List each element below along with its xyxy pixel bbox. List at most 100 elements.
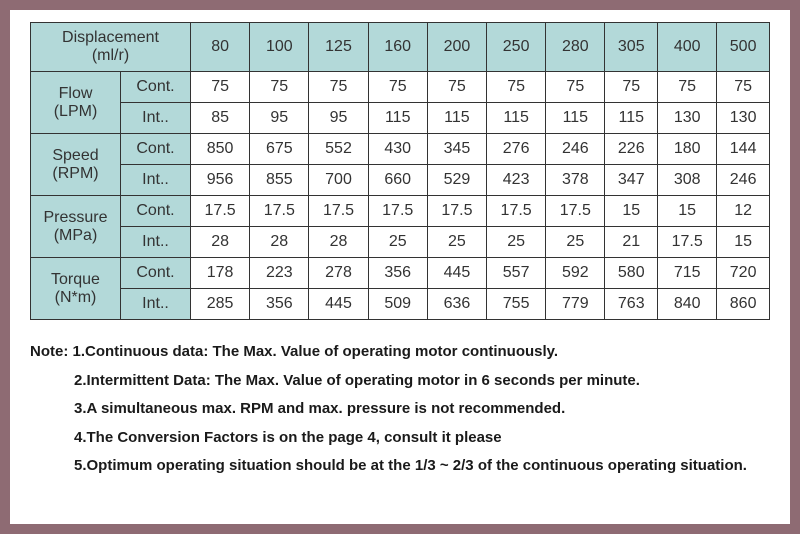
data-cell: 75 (658, 72, 717, 103)
displacement-col: 100 (250, 23, 309, 72)
data-cell: 130 (658, 103, 717, 134)
data-cell: 675 (250, 134, 309, 165)
data-cell: 25 (487, 227, 546, 258)
note-item: 4.The Conversion Factors is on the page … (74, 424, 770, 453)
data-cell: 715 (658, 258, 717, 289)
data-cell: 840 (658, 289, 717, 320)
mode-label: Int.. (121, 103, 191, 134)
data-cell: 21 (605, 227, 658, 258)
data-cell: 223 (250, 258, 309, 289)
data-cell: 25 (427, 227, 486, 258)
data-cell: 347 (605, 165, 658, 196)
data-cell: 278 (309, 258, 368, 289)
data-cell: 95 (250, 103, 309, 134)
data-cell: 15 (658, 196, 717, 227)
data-cell: 356 (250, 289, 309, 320)
data-cell: 700 (309, 165, 368, 196)
data-cell: 356 (368, 258, 427, 289)
notes-block: Note: 1.Continuous data: The Max. Value … (30, 338, 770, 481)
data-cell: 956 (191, 165, 250, 196)
data-cell: 755 (487, 289, 546, 320)
data-cell: 720 (717, 258, 770, 289)
data-cell: 115 (368, 103, 427, 134)
data-cell: 75 (605, 72, 658, 103)
data-cell: 25 (368, 227, 427, 258)
data-cell: 529 (427, 165, 486, 196)
data-cell: 178 (191, 258, 250, 289)
data-cell: 592 (546, 258, 605, 289)
displacement-col: 200 (427, 23, 486, 72)
data-cell: 860 (717, 289, 770, 320)
data-cell: 180 (658, 134, 717, 165)
param-label: Flow(LPM) (31, 72, 121, 134)
data-cell: 580 (605, 258, 658, 289)
data-cell: 12 (717, 196, 770, 227)
data-cell: 17.5 (191, 196, 250, 227)
data-cell: 660 (368, 165, 427, 196)
data-cell: 75 (546, 72, 605, 103)
mode-label: Int.. (121, 165, 191, 196)
data-cell: 25 (546, 227, 605, 258)
data-cell: 226 (605, 134, 658, 165)
data-cell: 557 (487, 258, 546, 289)
data-cell: 17.5 (250, 196, 309, 227)
mode-label: Int.. (121, 227, 191, 258)
data-cell: 509 (368, 289, 427, 320)
data-cell: 75 (309, 72, 368, 103)
document-frame: Displacement(ml/r)8010012516020025028030… (0, 0, 800, 534)
data-cell: 144 (717, 134, 770, 165)
displacement-col: 160 (368, 23, 427, 72)
displacement-col: 250 (487, 23, 546, 72)
data-cell: 17.5 (546, 196, 605, 227)
data-cell: 17.5 (368, 196, 427, 227)
notes-list: 2.Intermittent Data: The Max. Value of o… (30, 367, 770, 481)
mode-label: Cont. (121, 258, 191, 289)
data-cell: 115 (487, 103, 546, 134)
spec-table-body: Displacement(ml/r)8010012516020025028030… (31, 23, 770, 320)
displacement-col: 500 (717, 23, 770, 72)
data-cell: 17.5 (427, 196, 486, 227)
data-cell: 763 (605, 289, 658, 320)
data-cell: 445 (427, 258, 486, 289)
note-item: 5.Optimum operating situation should be … (74, 452, 770, 481)
data-cell: 445 (309, 289, 368, 320)
data-cell: 95 (309, 103, 368, 134)
data-cell: 779 (546, 289, 605, 320)
mode-label: Int.. (121, 289, 191, 320)
displacement-col: 305 (605, 23, 658, 72)
data-cell: 28 (250, 227, 309, 258)
data-cell: 75 (487, 72, 546, 103)
data-cell: 430 (368, 134, 427, 165)
data-cell: 285 (191, 289, 250, 320)
displacement-header: Displacement(ml/r) (31, 23, 191, 72)
param-label: Torque(N*m) (31, 258, 121, 320)
data-cell: 246 (546, 134, 605, 165)
data-cell: 345 (427, 134, 486, 165)
displacement-col: 280 (546, 23, 605, 72)
mode-label: Cont. (121, 72, 191, 103)
data-cell: 423 (487, 165, 546, 196)
displacement-col: 400 (658, 23, 717, 72)
param-label: Speed(RPM) (31, 134, 121, 196)
data-cell: 276 (487, 134, 546, 165)
data-cell: 85 (191, 103, 250, 134)
data-cell: 28 (309, 227, 368, 258)
displacement-col: 80 (191, 23, 250, 72)
data-cell: 75 (717, 72, 770, 103)
note-item: 3.A simultaneous max. RPM and max. press… (74, 395, 770, 424)
data-cell: 552 (309, 134, 368, 165)
data-cell: 15 (717, 227, 770, 258)
data-cell: 17.5 (487, 196, 546, 227)
data-cell: 15 (605, 196, 658, 227)
data-cell: 308 (658, 165, 717, 196)
data-cell: 28 (191, 227, 250, 258)
data-cell: 17.5 (658, 227, 717, 258)
data-cell: 75 (427, 72, 486, 103)
data-cell: 75 (250, 72, 309, 103)
note-item: 2.Intermittent Data: The Max. Value of o… (74, 367, 770, 396)
data-cell: 855 (250, 165, 309, 196)
data-cell: 246 (717, 165, 770, 196)
data-cell: 130 (717, 103, 770, 134)
displacement-col: 125 (309, 23, 368, 72)
data-cell: 75 (368, 72, 427, 103)
